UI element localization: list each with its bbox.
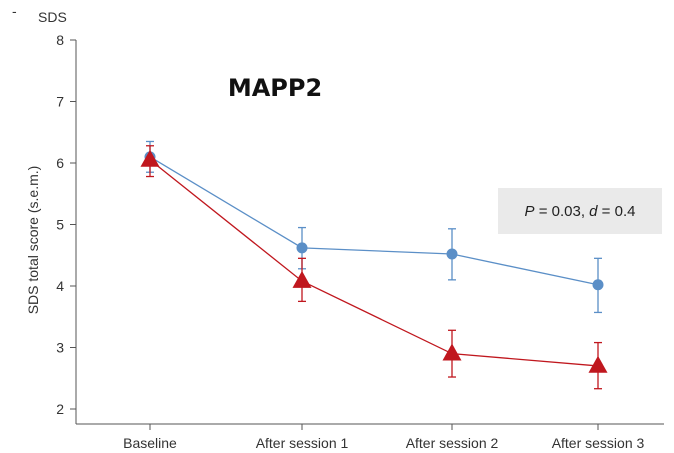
y-tick-label: 8 [56,32,64,48]
y-tick-label: 5 [56,217,64,233]
y-tick-label: 6 [56,155,64,171]
series-layer [140,140,608,390]
series-triangle [140,145,608,390]
y-tick-label: 2 [56,401,64,417]
x-tick-label: After session 3 [552,435,645,451]
p-value: = 0.03, [535,203,590,220]
series-line [149,156,599,286]
d-value: = 0.4 [598,203,636,220]
x-tick-label: After session 1 [256,435,349,451]
chart-title: MAPP2 [228,74,322,102]
x-tick-label: After session 2 [406,435,499,451]
data-point-triangle [442,343,462,361]
data-point-triangle [140,149,160,167]
data-point-circle [446,248,458,260]
x-tick-label: Baseline [123,435,177,451]
data-point-triangle [588,355,608,373]
data-point-circle [296,242,308,254]
corner-label: SDS [38,9,67,25]
stat-annotation: P = 0.03, d = 0.4 [498,188,662,234]
stat-annotation-box [498,188,662,234]
panel-mark: - [12,3,17,19]
data-point-circle [592,279,604,291]
p-symbol: P [525,203,535,220]
axes: 2 3 4 5 6 7 8 Baseline After session 1 After sess… [56,32,664,451]
series-line [149,159,599,367]
y-tick-label: 4 [56,278,64,294]
stat-annotation-text: P = 0.03, d = 0.4 [525,203,636,220]
y-axis-title: SDS total score (s.e.m.) [25,166,41,315]
d-symbol: d [589,203,598,220]
data-point-triangle [292,270,312,288]
y-tick-label: 3 [56,340,64,356]
y-tick-label: 7 [56,94,64,110]
